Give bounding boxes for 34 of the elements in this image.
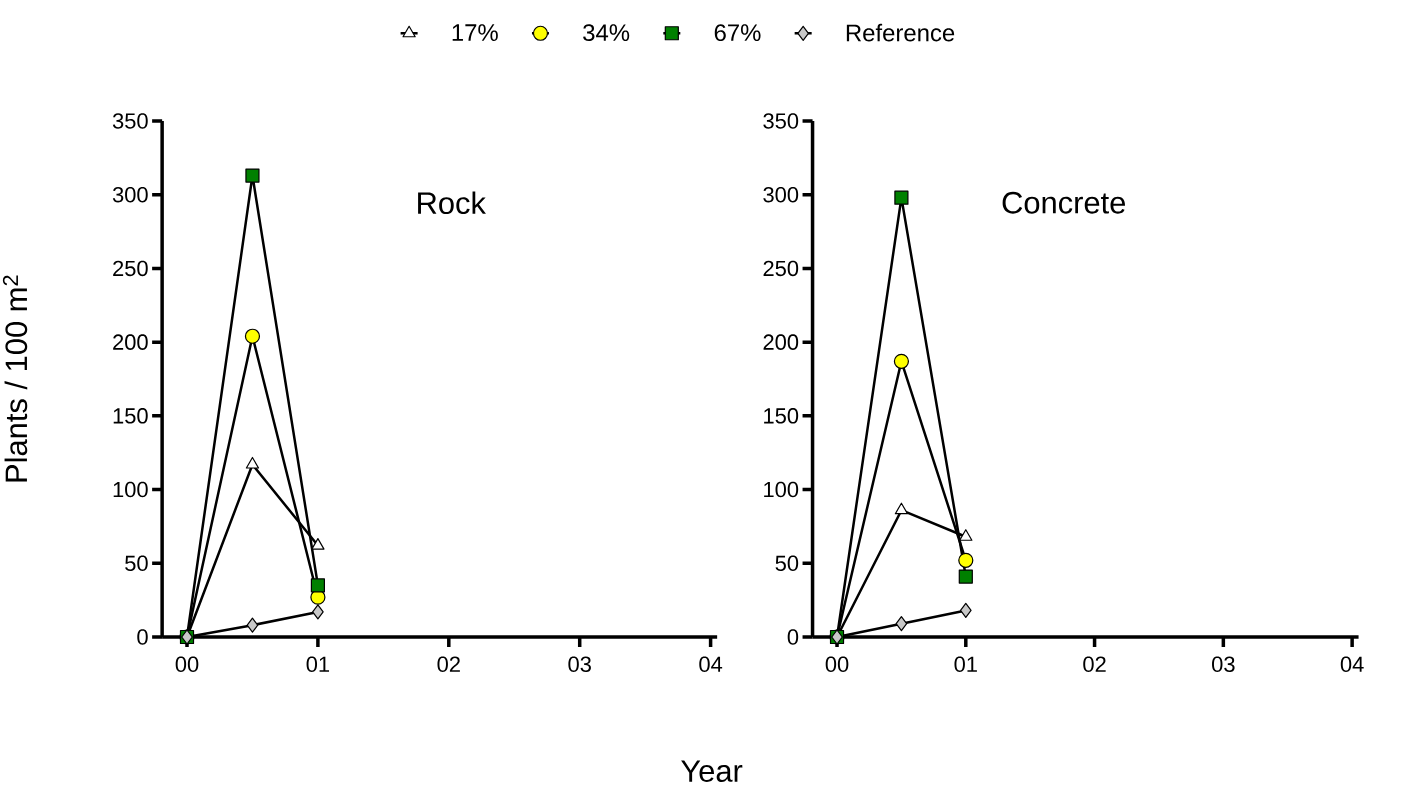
y-axis-title: Plants / 100 m$^{2}$ [2,275,28,482]
y-tick-label: 300 [763,186,799,203]
y-tick-label: 250 [113,260,148,277]
y-tick-label: 200 [763,334,799,350]
y-tick-label: 50 [775,555,799,572]
y-tick-label: 50 [125,555,148,572]
legend-label: 67% [714,24,761,42]
legend-label: 17% [452,24,498,41]
x-tick-label: 03 [1212,656,1235,673]
y-tick-label: 0 [787,629,799,645]
x-tick-label: 02 [1083,656,1106,673]
legend-label: 34% [583,24,630,42]
y-tick-label: 0 [137,629,148,645]
text: Concrete [1002,191,1125,214]
y-tick-label: 200 [113,334,148,350]
x-tick-label: 00 [825,656,849,673]
x-tick-label: 04 [699,656,723,673]
y-tick-label: 150 [113,408,148,424]
x-tick-label: 01 [306,656,330,673]
x-axis-title: Year [681,760,743,782]
y-tick-label: 250 [763,260,799,277]
x-tick-label: 03 [568,656,591,673]
y-tick-label: 350 [763,113,799,129]
x-tick-label: 00 [175,656,199,673]
y-tick-label: 100 [764,481,799,498]
x-tick-label: 04 [1340,656,1364,673]
text: Rock [418,191,486,215]
y-tick-label: 350 [112,113,148,129]
y-tick-label: 100 [113,481,148,498]
x-tick-label: 02 [437,656,460,673]
y-tick-label: 150 [764,408,799,424]
x-tick-label: 01 [954,656,977,673]
y-tick-label: 300 [112,186,148,203]
legend-label: Reference [846,23,955,42]
